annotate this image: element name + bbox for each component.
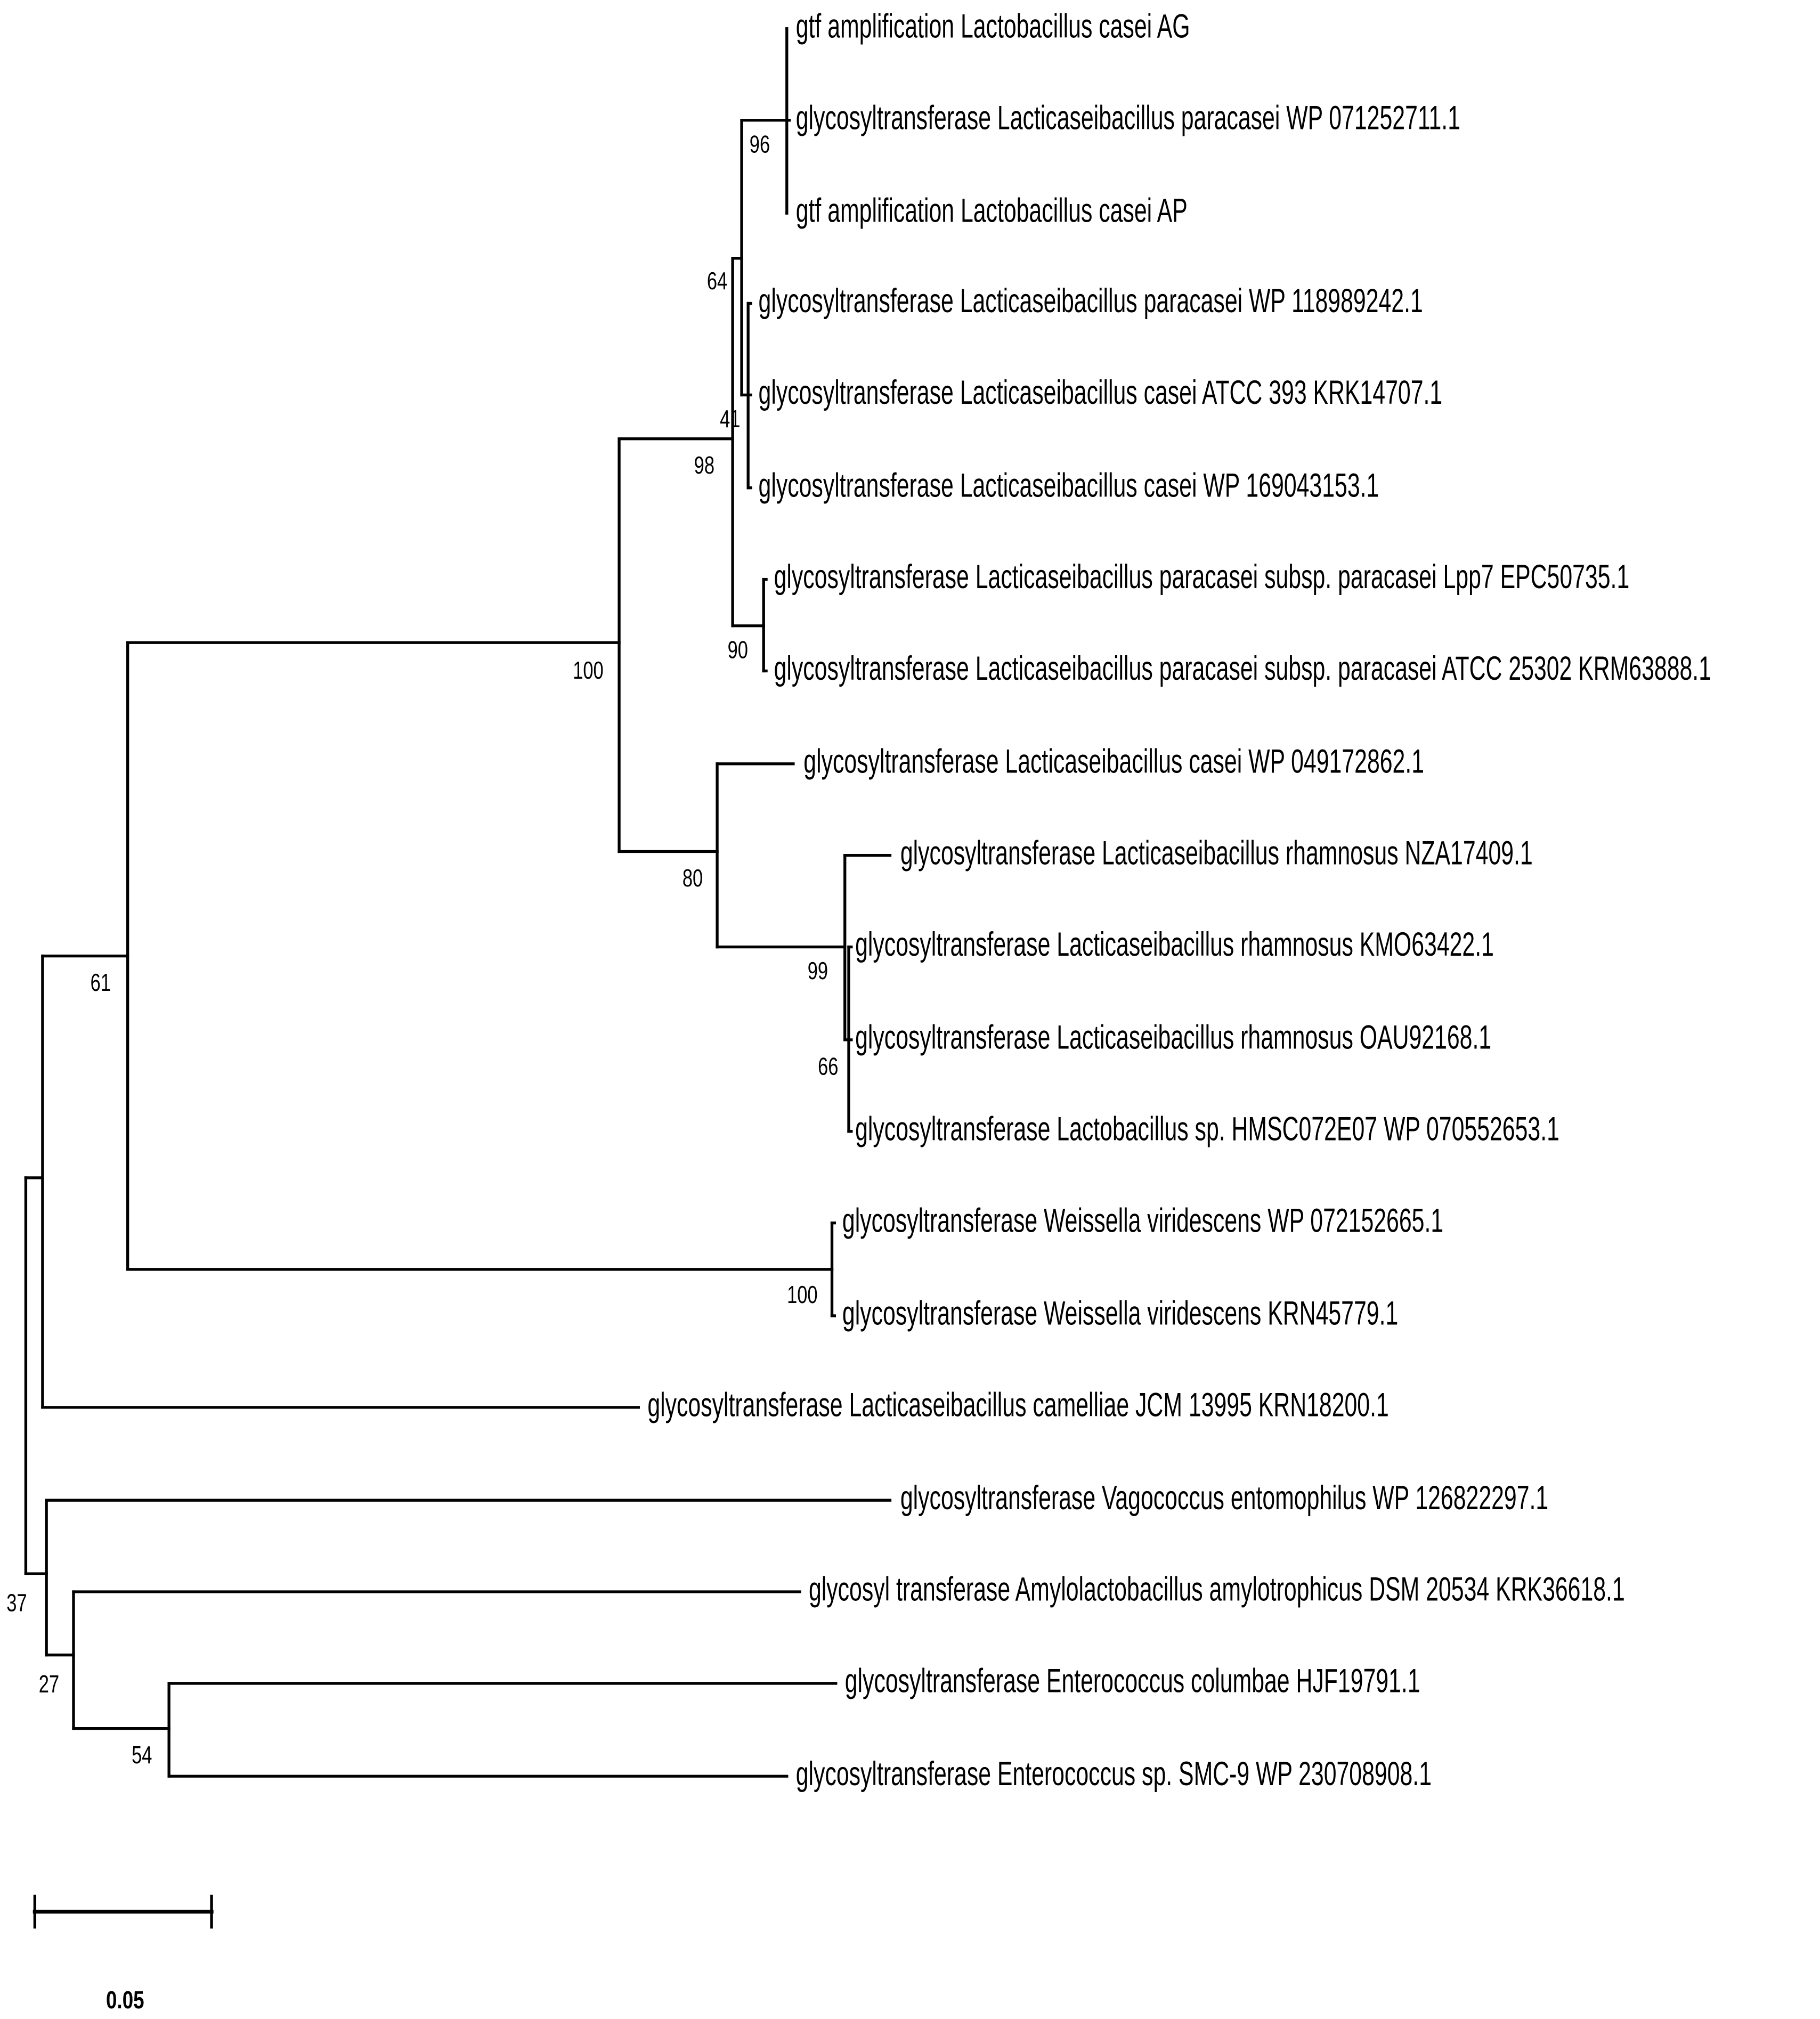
bootstrap-value: 96 (750, 130, 770, 158)
leaf-label: glycosyltransferase Lacticaseibacillus p… (796, 99, 1460, 136)
leaf-label: glycosyltransferase Lacticaseibacillus r… (855, 1019, 1491, 1056)
leaf-label: glycosyltransferase Weissella viridescen… (842, 1295, 1398, 1332)
leaf-label: glycosyltransferase Lacticaseibacillus c… (759, 374, 1443, 411)
bootstrap-value: 80 (682, 864, 703, 892)
leaf-label: glycosyltransferase Weissella viridescen… (842, 1202, 1443, 1239)
scale-bar-label: 0.05 (106, 1986, 144, 2014)
bootstrap-value: 54 (132, 1741, 152, 1769)
leaf-label: gtf amplification Lactobacillus casei AG (796, 7, 1190, 45)
leaf-label: glycosyltransferase Lactobacillus sp. HM… (855, 1110, 1559, 1147)
bootstrap-value: 27 (39, 1670, 59, 1698)
leaf-label: glycosyltransferase Lacticaseibacillus c… (803, 743, 1424, 780)
leaf-label: glycosyltransferase Vagococcus entomophi… (900, 1479, 1548, 1517)
leaf-label: glycosyltransferase Lacticaseibacillus r… (900, 834, 1533, 872)
leaf-label: glycosyltransferase Lacticaseibacillus c… (759, 467, 1379, 504)
leaf-label: gtf amplification Lactobacillus casei AP (796, 192, 1188, 230)
bootstrap-value: 98 (694, 451, 714, 479)
leaf-label: glycosyltransferase Lacticaseibacillus p… (774, 558, 1630, 596)
bootstrap-value: 99 (808, 957, 828, 984)
bootstrap-value: 41 (720, 405, 740, 433)
leaf-label: glycosyltransferase Lacticaseibacillus p… (759, 282, 1423, 320)
bootstrap-value: 100 (573, 656, 604, 684)
bootstrap-value: 90 (728, 636, 748, 663)
bootstrap-value: 66 (818, 1052, 838, 1080)
bootstrap-value: 37 (6, 1589, 27, 1617)
leaf-label: glycosyltransferase Lacticaseibacillus p… (774, 650, 1711, 687)
leaf-label: glycosyltransferase Enterococcus columba… (845, 1662, 1420, 1699)
leaf-label: glycosyl transferase Amylolactobacillus … (809, 1571, 1625, 1608)
bootstrap-value: 61 (91, 968, 111, 996)
bootstrap-value: 100 (787, 1281, 818, 1308)
bootstrap-value: 64 (707, 267, 727, 295)
leaf-label: glycosyltransferase Enterococcus sp. SMC… (796, 1755, 1432, 1793)
leaf-label: glycosyltransferase Lacticaseibacillus r… (855, 926, 1494, 963)
leaf-label: glycosyltransferase Lacticaseibacillus c… (647, 1386, 1388, 1423)
